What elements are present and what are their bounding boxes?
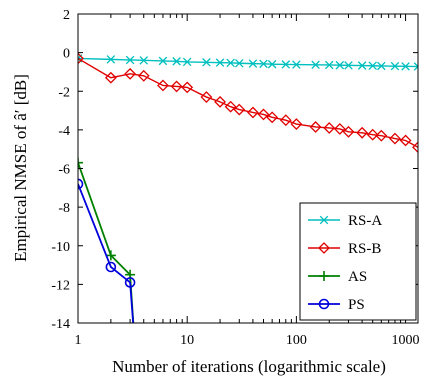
series-line <box>78 183 135 323</box>
data-point <box>78 157 83 168</box>
legend-swatch-marker <box>319 215 329 225</box>
data-point <box>267 59 277 69</box>
legend-label: RS-A <box>348 213 382 229</box>
data-point <box>311 60 320 70</box>
x-tick-label: 100 <box>286 333 307 348</box>
legend-label: AS <box>348 269 367 285</box>
data-point <box>357 61 367 70</box>
data-point <box>158 56 168 66</box>
data-point <box>279 114 292 127</box>
series-rs-a <box>78 54 418 71</box>
y-tick-label: -12 <box>51 278 70 293</box>
data-point <box>106 55 116 64</box>
y-tick-label: -6 <box>58 163 70 178</box>
data-point <box>137 69 150 82</box>
data-point <box>247 106 259 119</box>
data-point <box>125 55 135 65</box>
data-point <box>104 71 117 84</box>
series-line <box>78 57 418 68</box>
legend-swatch-marker <box>318 298 330 310</box>
legend-label: RS-B <box>348 241 381 257</box>
series-ps <box>78 178 136 323</box>
legend-swatch-marker <box>318 242 330 254</box>
data-point <box>368 61 377 71</box>
y-tick-label: -8 <box>58 201 70 216</box>
data-point <box>389 132 401 145</box>
data-point <box>290 118 303 131</box>
data-point <box>215 58 225 67</box>
data-point <box>248 59 258 68</box>
data-point <box>377 61 386 71</box>
data-point <box>235 58 244 68</box>
data-point <box>413 62 418 71</box>
data-point <box>226 58 235 68</box>
x-tick-label: 10 <box>180 333 194 348</box>
data-point <box>78 52 84 65</box>
legend-entry: RS-B <box>308 241 381 257</box>
data-point <box>323 122 336 134</box>
data-point <box>157 79 169 92</box>
data-point <box>356 126 369 139</box>
series-line <box>78 57 418 148</box>
data-point <box>224 100 237 113</box>
data-point <box>401 62 410 71</box>
data-point <box>342 125 355 138</box>
data-point <box>214 95 226 108</box>
legend-entry: RS-A <box>308 213 382 229</box>
data-point <box>105 261 117 273</box>
data-point <box>344 61 353 70</box>
data-point <box>281 60 291 69</box>
y-tick-label: -4 <box>58 124 70 139</box>
legend-entry: AS <box>308 269 367 285</box>
data-point <box>412 141 418 154</box>
data-point <box>375 129 388 142</box>
y-tick-label: 2 <box>63 8 70 23</box>
data-point <box>335 60 345 70</box>
data-point <box>259 59 268 69</box>
legend-entry: PS <box>308 297 365 313</box>
data-point <box>233 103 246 116</box>
data-point <box>333 122 346 135</box>
data-point <box>181 81 194 94</box>
legend-label: PS <box>348 297 365 313</box>
data-point <box>324 60 334 70</box>
x-axis-title: Number of iterations (logarithmic scale) <box>112 357 386 376</box>
data-point <box>390 61 400 71</box>
legend-swatch-marker <box>319 271 329 281</box>
data-point <box>309 121 322 133</box>
series-layer <box>78 52 418 323</box>
data-point <box>399 134 412 147</box>
data-point <box>124 277 136 288</box>
x-tick-label: 1000 <box>392 333 420 348</box>
data-point <box>266 111 279 124</box>
series-line <box>78 162 135 323</box>
y-tick-label: 0 <box>63 47 70 62</box>
series-rs-b <box>78 52 418 154</box>
y-tick-label: -2 <box>58 85 70 100</box>
data-point <box>202 58 211 67</box>
data-point <box>292 60 301 69</box>
data-point <box>105 250 116 261</box>
data-point <box>172 57 181 66</box>
data-point <box>366 128 379 141</box>
legend-box <box>299 202 417 321</box>
data-point <box>170 80 183 93</box>
data-point <box>200 91 213 103</box>
data-point <box>124 67 137 80</box>
data-point <box>78 178 84 190</box>
data-point <box>182 57 192 67</box>
legend: RS-A RS-B AS PS <box>299 202 417 321</box>
y-tick-label: -14 <box>51 317 70 332</box>
axis-layer: 2 0 -2 -4 -6 -8 -10 -12 -14 1 10 100 1000 <box>51 8 419 348</box>
data-point <box>257 108 270 121</box>
data-point <box>139 56 148 65</box>
x-tick-label: 1 <box>75 333 82 348</box>
y-tick-label: -10 <box>51 240 70 255</box>
y-axis-title: Empirical NMSE of â′ [dB] <box>11 74 30 262</box>
